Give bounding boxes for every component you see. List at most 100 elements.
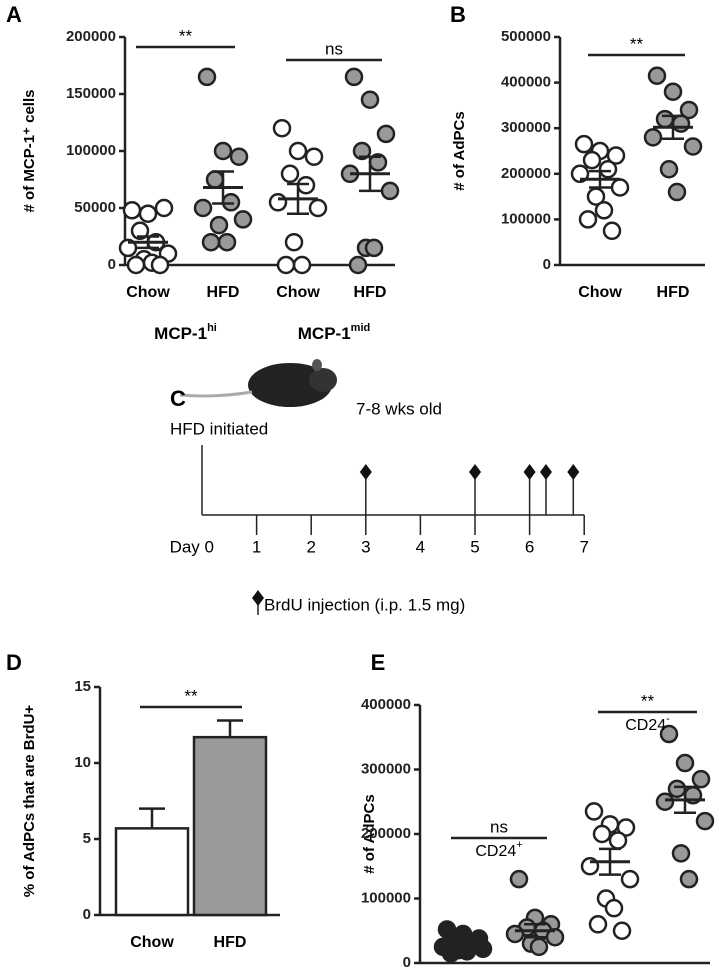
day-label: Day 0: [170, 537, 214, 556]
data-point: [616, 818, 636, 837]
data-point: [154, 198, 174, 218]
group-label-sup: hi: [207, 322, 217, 334]
x-tick-label: Chow: [126, 284, 170, 301]
y-tick-label: 10: [74, 754, 91, 771]
data-point: [150, 255, 170, 275]
data-point: [352, 141, 372, 161]
group-label-sup: -: [666, 713, 670, 725]
data-point: [197, 67, 217, 87]
y-tick-label: 0: [543, 256, 551, 273]
y-tick-label: 100000: [66, 142, 116, 159]
data-point: [671, 114, 691, 133]
injection-marker: [523, 464, 536, 480]
data-point: [272, 118, 292, 138]
data-point: [659, 724, 679, 744]
panel-letter: A: [6, 2, 22, 27]
data-point: [606, 146, 626, 165]
data-point: [612, 921, 632, 940]
group-label: MCP-1mid: [298, 322, 370, 344]
x-tick-label: HFD: [354, 284, 387, 301]
mouse-icon: [179, 359, 337, 407]
data-point: [683, 137, 703, 156]
y-axis-label: % of AdPCs that are BrdU+: [21, 705, 38, 898]
data-point: [695, 811, 715, 831]
x-tick-label: HFD: [657, 284, 690, 301]
data-point: [592, 824, 612, 844]
y-tick-label: 400000: [501, 74, 551, 91]
data-point: [348, 255, 368, 275]
day-label: 7: [579, 537, 588, 556]
data-point: [667, 182, 687, 202]
injection-marker: [567, 464, 580, 480]
y-axis-label: # of AdPCs: [451, 111, 468, 190]
data-point: [505, 924, 525, 944]
day-label: 3: [361, 537, 370, 556]
day-label: 6: [525, 537, 534, 556]
data-point: [360, 90, 380, 109]
data-point: [308, 198, 328, 218]
data-point: [574, 134, 594, 154]
y-tick-label: 300000: [501, 119, 551, 136]
y-tick-label: 15: [74, 678, 91, 695]
data-point: [233, 210, 253, 229]
data-point: [588, 915, 608, 934]
group-label: CD24+: [475, 839, 522, 860]
significance-label: **: [184, 686, 198, 705]
data-point: [213, 141, 233, 161]
y-tick-label: 200000: [501, 165, 551, 182]
y-tick-label: 5: [83, 830, 91, 847]
x-tick-label: Chow: [276, 284, 320, 301]
panel-letter: B: [450, 2, 466, 27]
data-point: [691, 769, 711, 789]
legend-marker: [252, 590, 264, 606]
data-point: [608, 831, 628, 850]
data-point: [193, 198, 213, 218]
data-point: [280, 164, 300, 184]
data-point: [545, 927, 565, 947]
data-point: [598, 159, 618, 179]
significance-label: **: [641, 691, 655, 710]
data-point: [529, 937, 549, 957]
data-point: [288, 141, 308, 161]
legend-label: BrdU injection (i.p. 1.5 mg): [264, 595, 465, 614]
data-point: [376, 124, 396, 144]
group-label-sup: +: [516, 839, 522, 851]
y-axis-label: # of AdPCs: [361, 794, 378, 873]
y-tick-label: 50000: [74, 199, 116, 216]
data-point: [643, 128, 663, 147]
data-point: [201, 232, 221, 252]
data-point: [679, 869, 699, 889]
x-tick-label: Chow: [578, 284, 622, 301]
data-point: [578, 210, 598, 229]
data-point: [126, 255, 146, 275]
y-tick-label: 100000: [361, 889, 411, 906]
bar: [192, 735, 268, 917]
data-point: [209, 215, 229, 235]
day-label: 5: [470, 537, 479, 556]
y-tick-label: 500000: [501, 28, 551, 45]
data-point: [509, 869, 529, 889]
day-label: 2: [306, 537, 315, 556]
data-point: [679, 100, 699, 120]
y-tick-label: 400000: [361, 696, 411, 713]
data-point: [604, 898, 624, 918]
data-point: [284, 232, 304, 252]
group-label: MCP-1hi: [154, 322, 217, 344]
data-point: [268, 193, 288, 212]
y-tick-label: 200000: [66, 28, 116, 45]
x-tick-label: Chow: [130, 934, 174, 951]
y-tick-label: 0: [403, 954, 411, 971]
y-tick-label: 100000: [501, 210, 551, 227]
panel-letter: D: [6, 650, 22, 675]
y-tick-label: 0: [108, 256, 116, 273]
bar: [114, 827, 190, 917]
data-point: [217, 232, 237, 252]
data-point: [344, 67, 364, 87]
y-tick-label: 150000: [66, 85, 116, 102]
data-point: [138, 204, 158, 223]
y-tick-label: 0: [83, 906, 91, 923]
age-label: 7-8 wks old: [356, 399, 442, 418]
data-point: [655, 109, 675, 129]
data-point: [620, 869, 640, 889]
